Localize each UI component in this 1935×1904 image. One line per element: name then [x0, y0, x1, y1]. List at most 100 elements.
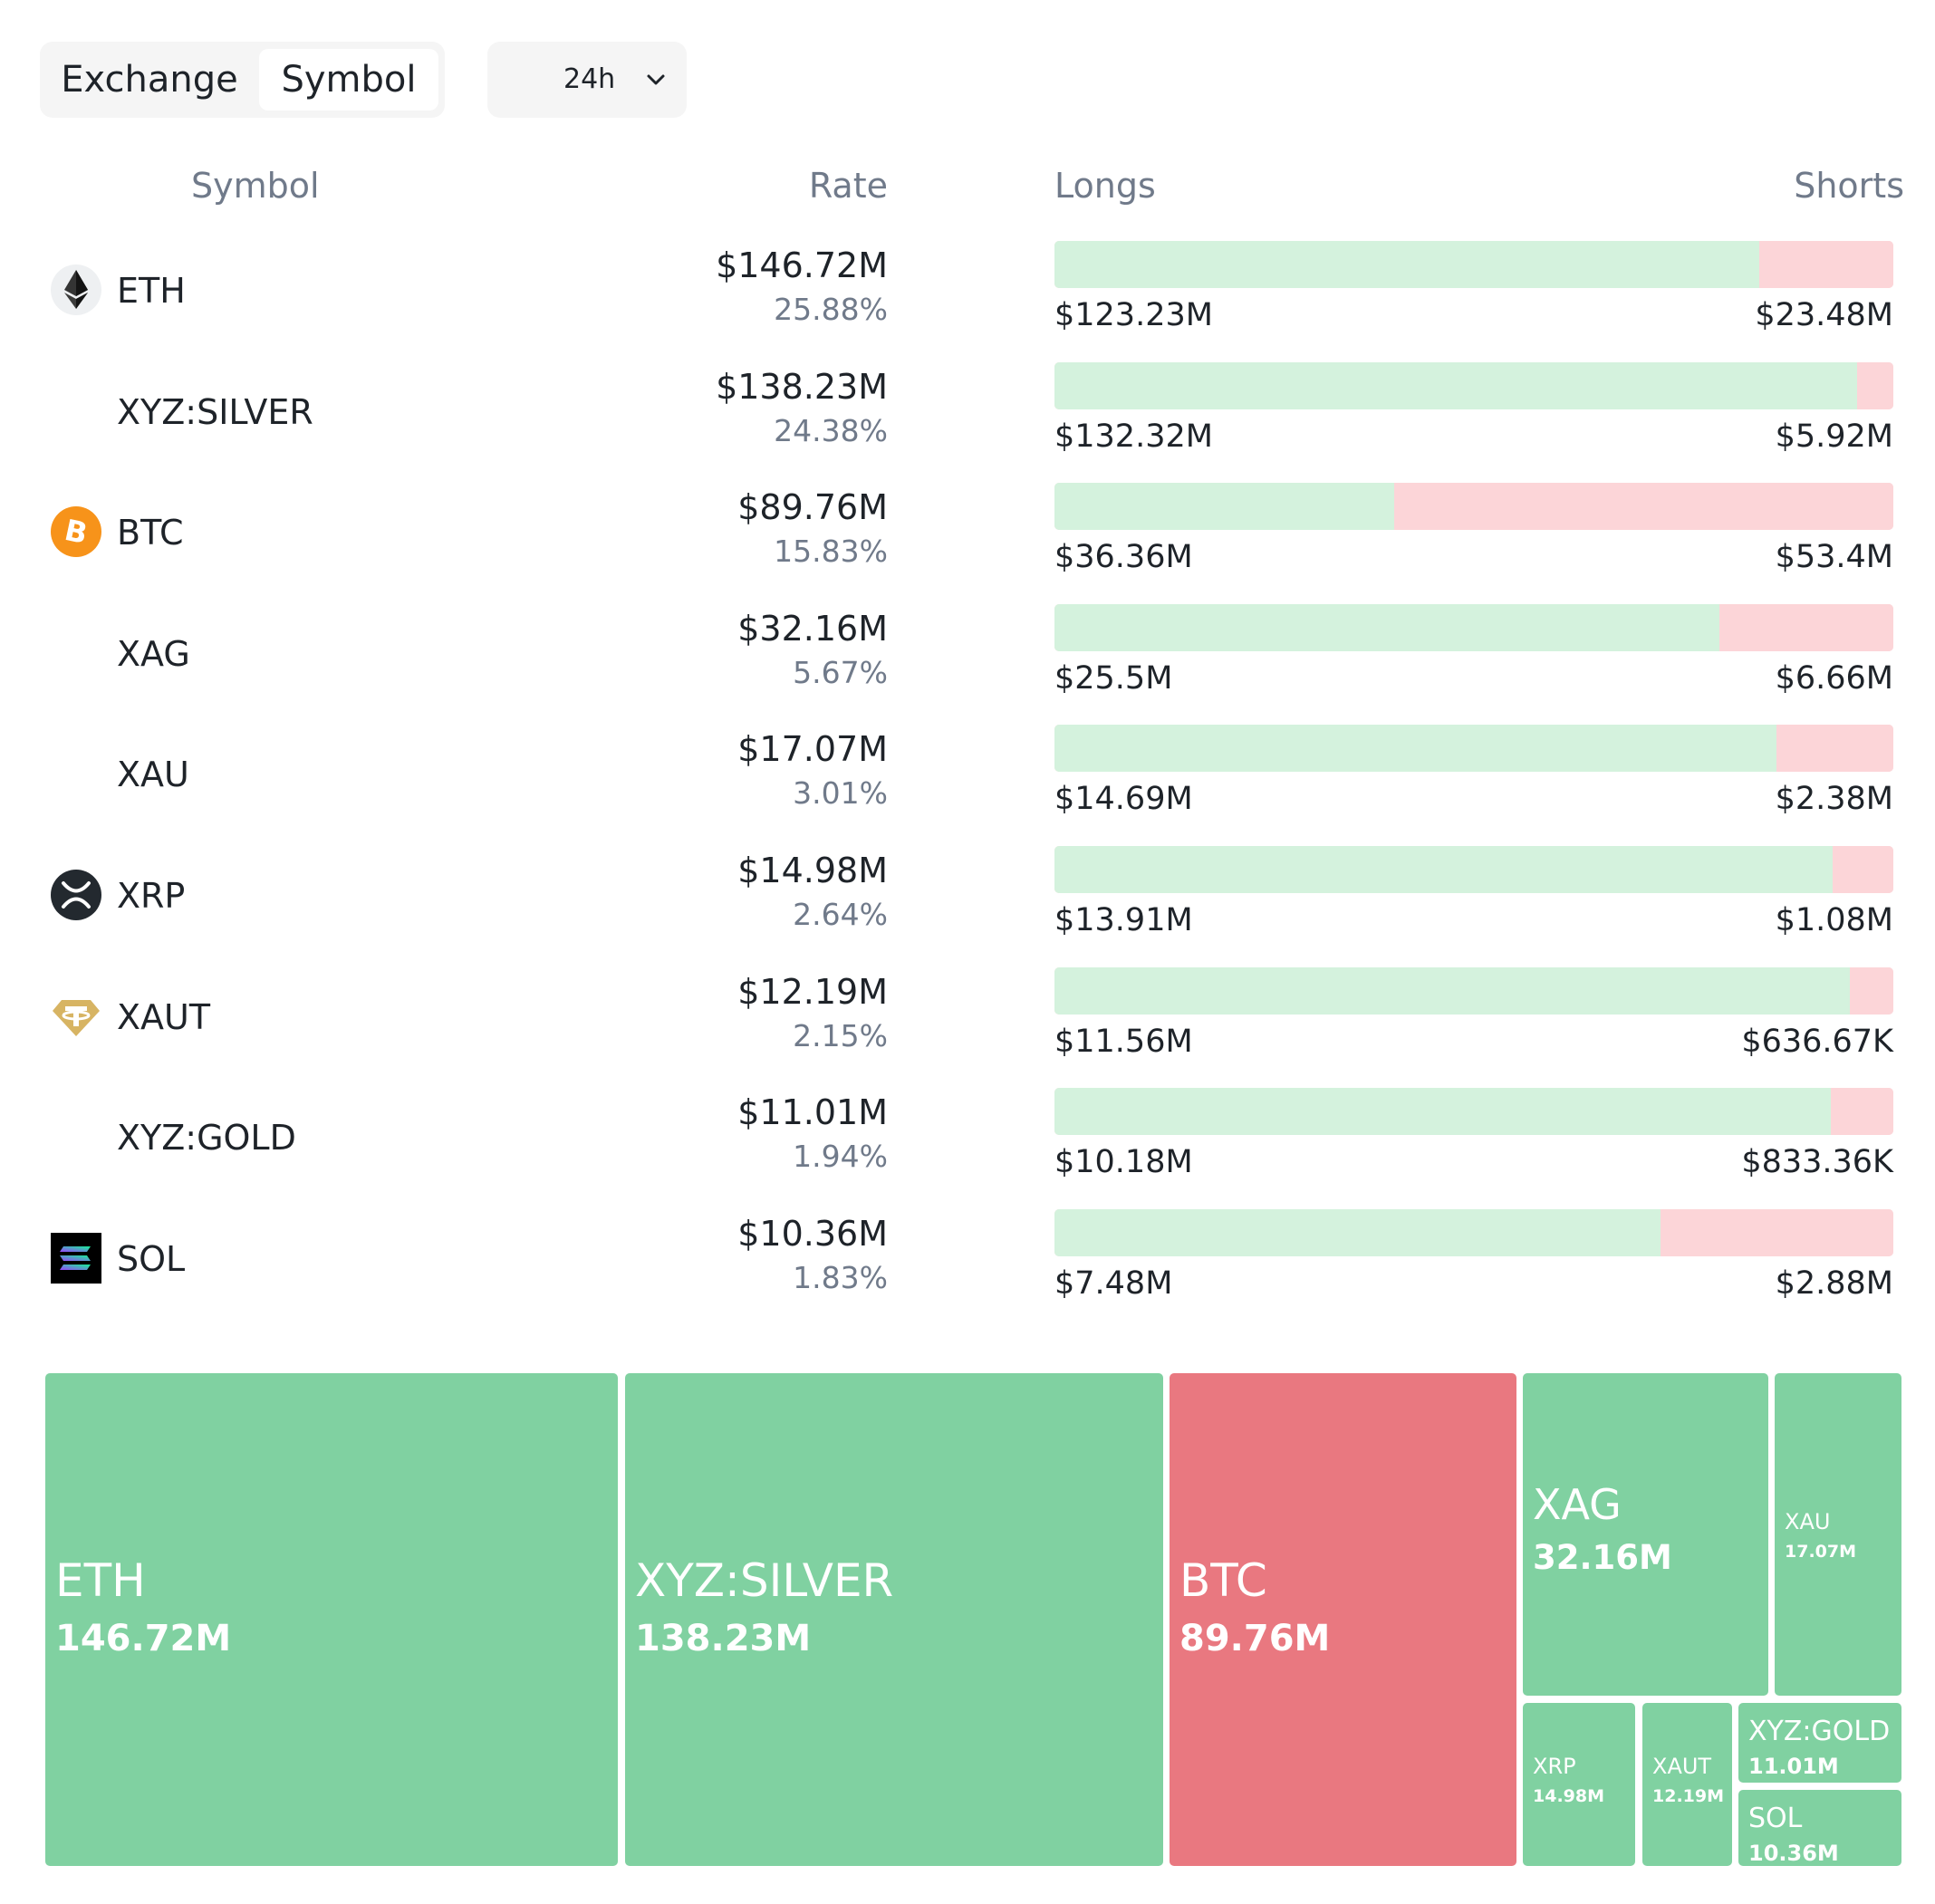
long-short-bar	[1054, 483, 1893, 530]
row-liquidation-amount: $12.19M	[737, 972, 888, 1012]
treemap-tile-name: XYZ:SILVER	[635, 1554, 894, 1607]
treemap-tile[interactable]: BTC 89.76M	[1170, 1373, 1516, 1866]
row-symbol: XAUT	[117, 997, 211, 1037]
row-liquidation-amount: $138.23M	[716, 367, 888, 407]
row-share-percent: 3.01%	[793, 775, 888, 811]
treemap-tile-value: 138.23M	[635, 1618, 812, 1659]
row-shorts-value: $2.38M	[1775, 781, 1893, 817]
row-longs-value: $10.18M	[1054, 1144, 1193, 1180]
symbol-tab[interactable]: Symbol	[259, 49, 438, 111]
bitcoin-icon: B	[51, 506, 101, 557]
table-row[interactable]: XAG $32.16M 5.67% $25.5M $6.66M	[0, 604, 1935, 722]
row-shorts-value: $2.88M	[1775, 1265, 1893, 1302]
solana-icon	[51, 1233, 101, 1284]
column-header-symbol: Symbol	[191, 166, 320, 206]
row-shorts-value: $23.48M	[1755, 297, 1893, 333]
long-bar-segment	[1054, 846, 1834, 893]
table-row[interactable]: SOL $10.36M 1.83% $7.48M $2.88M	[0, 1209, 1935, 1327]
treemap-tile-name: SOL	[1748, 1803, 1803, 1834]
row-share-percent: 1.94%	[793, 1139, 888, 1174]
row-shorts-value: $833.36K	[1741, 1144, 1893, 1180]
row-shorts-value: $53.4M	[1775, 539, 1893, 575]
treemap-tile[interactable]: XAU 17.07M	[1775, 1373, 1901, 1696]
treemap-tile-value: 146.72M	[55, 1618, 232, 1659]
treemap-tile[interactable]: XAUT 12.19M	[1642, 1703, 1732, 1866]
long-short-bar	[1054, 967, 1893, 1015]
long-bar-segment	[1054, 241, 1759, 288]
row-symbol: ETH	[117, 271, 186, 311]
long-bar-segment	[1054, 604, 1720, 651]
row-symbol: XAU	[117, 755, 189, 794]
treemap-tile[interactable]: XYZ:SILVER 138.23M	[625, 1373, 1163, 1866]
treemap-tile[interactable]: XRP 14.98M	[1523, 1703, 1635, 1866]
chevron-down-icon	[646, 72, 666, 91]
row-share-percent: 15.83%	[774, 534, 888, 569]
table-row[interactable]: XYZ:SILVER $138.23M 24.38% $132.32M $5.92M	[0, 362, 1935, 480]
row-shorts-value: $6.66M	[1775, 660, 1893, 697]
table-row[interactable]: XRP $14.98M 2.64% $13.91M $1.08M	[0, 846, 1935, 964]
long-short-bar	[1054, 362, 1893, 409]
short-bar-segment	[1830, 1088, 1893, 1135]
treemap-tile-name: XYZ:GOLD	[1748, 1716, 1891, 1747]
treemap-tile-name: ETH	[55, 1554, 146, 1607]
treemap-tile-value: 14.98M	[1533, 1786, 1605, 1806]
treemap-tile-name: BTC	[1179, 1554, 1267, 1607]
timeframe-select[interactable]: 24h	[487, 42, 687, 118]
treemap-tile-name: XRP	[1533, 1754, 1576, 1779]
long-short-bar	[1054, 725, 1893, 772]
xrp-icon	[51, 870, 101, 920]
row-longs-value: $123.23M	[1054, 297, 1213, 333]
row-shorts-value: $1.08M	[1775, 902, 1893, 938]
exchange-tab[interactable]: Exchange	[61, 59, 238, 101]
row-longs-value: $14.69M	[1054, 781, 1193, 817]
short-bar-segment	[1758, 241, 1893, 288]
view-toggle: Exchange Symbol	[40, 42, 445, 118]
long-bar-segment	[1054, 725, 1777, 772]
treemap-tile[interactable]: XYZ:GOLD 11.01M	[1738, 1703, 1901, 1783]
row-liquidation-amount: $32.16M	[737, 609, 888, 649]
ethereum-icon	[51, 264, 101, 315]
treemap-tile-name: XAUT	[1652, 1754, 1712, 1779]
row-symbol: SOL	[117, 1239, 186, 1279]
long-bar-segment	[1054, 362, 1858, 409]
table-row[interactable]: ETH $146.72M 25.88% $123.23M $23.48M	[0, 241, 1935, 359]
row-liquidation-amount: $89.76M	[737, 487, 888, 527]
table-row[interactable]: XYZ:GOLD $11.01M 1.94% $10.18M $833.36K	[0, 1088, 1935, 1206]
row-symbol: XYZ:SILVER	[117, 392, 313, 432]
table-row[interactable]: XAUT $12.19M 2.15% $11.56M $636.67K	[0, 967, 1935, 1085]
long-bar-segment	[1054, 1088, 1831, 1135]
row-longs-value: $36.36M	[1054, 539, 1193, 575]
treemap-tile-value: 17.07M	[1785, 1542, 1857, 1562]
row-symbol: XYZ:GOLD	[117, 1118, 296, 1158]
row-shorts-value: $636.67K	[1741, 1024, 1893, 1060]
treemap-tile[interactable]: XAG 32.16M	[1523, 1373, 1768, 1696]
row-symbol: XAG	[117, 634, 190, 674]
treemap-tile-value: 32.16M	[1533, 1538, 1672, 1577]
treemap-tile[interactable]: SOL 10.36M	[1738, 1790, 1901, 1866]
row-shorts-value: $5.92M	[1775, 418, 1893, 455]
row-share-percent: 2.64%	[793, 897, 888, 932]
long-bar-segment	[1054, 967, 1850, 1015]
column-header-longs: Longs	[1054, 166, 1156, 206]
tether-gold-icon	[51, 991, 101, 1042]
treemap-tile-value: 12.19M	[1652, 1786, 1725, 1806]
row-liquidation-amount: $14.98M	[737, 851, 888, 890]
row-share-percent: 24.38%	[774, 413, 888, 448]
short-bar-segment	[1660, 1209, 1893, 1256]
row-longs-value: $132.32M	[1054, 418, 1213, 455]
row-share-percent: 25.88%	[774, 292, 888, 327]
row-share-percent: 2.15%	[793, 1018, 888, 1053]
timeframe-value: 24h	[563, 63, 616, 95]
short-bar-segment	[1857, 362, 1893, 409]
treemap-tile-name: XAG	[1533, 1480, 1622, 1529]
treemap-tile[interactable]: ETH 146.72M	[45, 1373, 618, 1866]
column-header-shorts: Shorts	[1794, 166, 1904, 206]
treemap-tile-name: XAU	[1785, 1509, 1831, 1534]
table-row[interactable]: XAU $17.07M 3.01% $14.69M $2.38M	[0, 725, 1935, 842]
row-share-percent: 5.67%	[793, 655, 888, 690]
row-liquidation-amount: $11.01M	[737, 1092, 888, 1132]
table-row[interactable]: B BTC $89.76M 15.83% $36.36M $53.4M	[0, 483, 1935, 601]
long-bar-segment	[1054, 1209, 1661, 1256]
row-symbol: BTC	[117, 513, 184, 553]
short-bar-segment	[1394, 483, 1893, 530]
